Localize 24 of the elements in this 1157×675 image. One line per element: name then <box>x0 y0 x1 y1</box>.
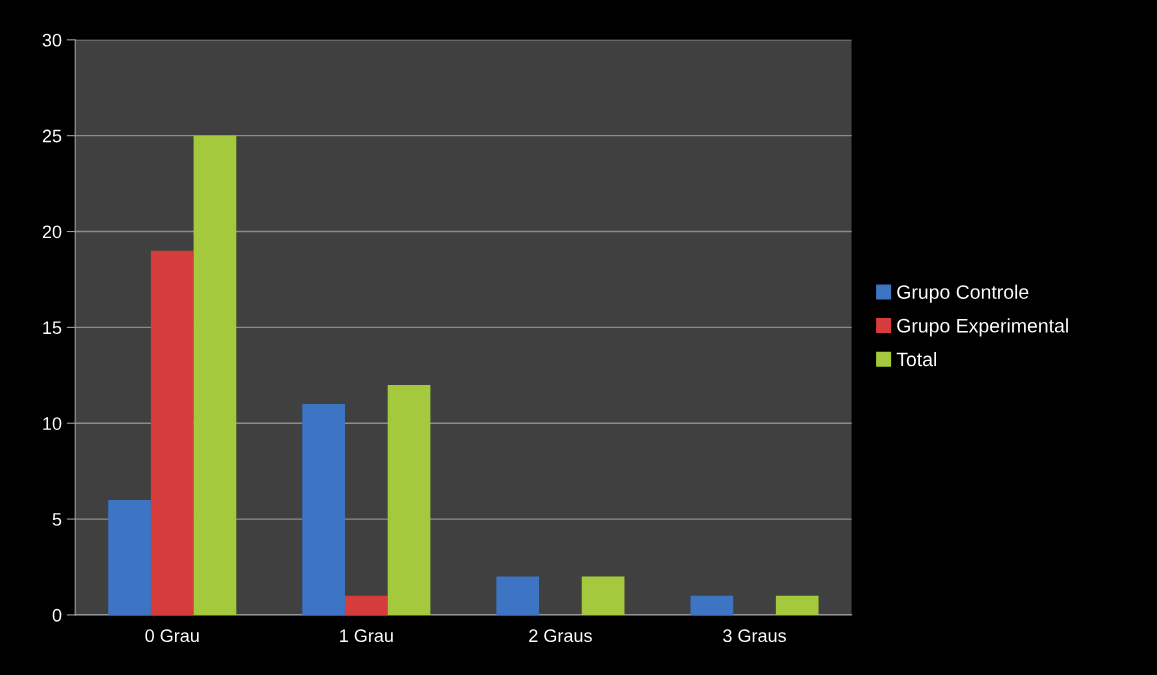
y-tick-label: 25 <box>42 129 62 143</box>
bar <box>775 595 819 615</box>
bar <box>690 595 734 615</box>
bar <box>387 384 431 615</box>
x-tick-label: 0 Grau <box>145 629 199 643</box>
bar <box>581 576 625 615</box>
y-tick-label: 5 <box>52 513 62 526</box>
y-tick-label: 15 <box>43 321 62 335</box>
x-tick-label: 3 Graus <box>723 629 786 643</box>
bar <box>150 250 194 615</box>
x-tick-label: 2 Graus <box>529 629 592 643</box>
bar <box>108 499 151 615</box>
legend-label: Total <box>896 351 937 367</box>
bar <box>496 576 540 615</box>
bar <box>344 595 388 615</box>
y-tick-label: 20 <box>42 225 62 239</box>
bar <box>193 135 237 615</box>
y-tick-label: 30 <box>42 33 62 47</box>
bar <box>302 404 345 615</box>
y-tick-label: 10 <box>43 417 62 430</box>
x-tick-label: 1 Grau <box>340 629 393 643</box>
legend-label: Grupo Experimental <box>897 318 1068 337</box>
legend-label: Grupo Controle <box>897 284 1029 303</box>
y-tick-label: 0 <box>52 608 62 622</box>
